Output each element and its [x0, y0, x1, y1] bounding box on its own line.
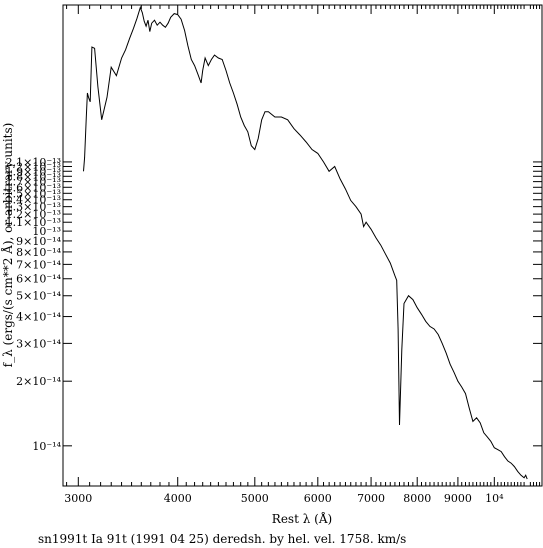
y-tick-label: 3×10⁻¹⁴ — [16, 337, 61, 350]
x-axis-title: Rest λ (Å) — [272, 511, 332, 526]
y-tick-label: 1.6×10⁻¹³ — [6, 181, 61, 194]
y-tick-label: 5×10⁻¹⁴ — [16, 290, 61, 303]
y-tick-label: 1.7×10⁻¹³ — [6, 176, 61, 189]
plot-frame — [62, 4, 543, 487]
spectrum-line — [83, 5, 528, 480]
y-tick-label: 1.8×10⁻¹³ — [6, 170, 61, 183]
plot-caption: sn1991t Ia 91t (1991 04 25) deredsh. by … — [38, 532, 406, 546]
y-tick-label: 1.3×10⁻¹³ — [6, 201, 61, 214]
y-tick-label: 2×10⁻¹³ — [16, 160, 61, 173]
x-tick-label: 4000 — [164, 492, 192, 505]
y-tick-label: 1.1×10⁻¹³ — [6, 216, 61, 229]
y-tick-label: 10⁻¹³ — [32, 225, 61, 238]
y-tick-label: 2×10⁻¹⁴ — [16, 375, 61, 388]
x-tick-label: 6000 — [304, 492, 332, 505]
y-tick-label: 1.5×10⁻¹³ — [6, 187, 61, 200]
y-tick-label: 9×10⁻¹⁴ — [16, 235, 61, 248]
y-axis-title: f_λ (ergs/(s cm**2 Å), or arbitrary unit… — [0, 123, 15, 368]
x-tick-label: 7000 — [357, 492, 385, 505]
y-tick-label: 1.4×10⁻¹³ — [6, 194, 61, 207]
y-tick-label: 2.1×10⁻¹³ — [6, 156, 61, 169]
x-tick-label: 9000 — [444, 492, 472, 505]
y-tick-label: 10⁻¹⁴ — [32, 440, 61, 453]
y-tick-label: 1.2×10⁻¹³ — [6, 208, 61, 221]
x-tick-label: 10⁴ — [485, 492, 504, 505]
y-axis-tick-labels: 10⁻¹⁴ 2×10⁻¹⁴ 3×10⁻¹⁴ 4×10⁻¹⁴ 5×10⁻¹⁴ 6×10⁻¹⁴… — [6, 156, 62, 453]
x-axis-tick-labels: 3000 4000 5000 6000 7000 8000 9000 10⁴ — [64, 492, 504, 505]
x-tick-label: 5000 — [241, 492, 269, 505]
y-axis-ticks — [63, 161, 542, 447]
y-tick-label: 6×10⁻¹⁴ — [16, 273, 61, 286]
x-tick-label: 3000 — [64, 492, 92, 505]
y-tick-label: 7×10⁻¹⁴ — [16, 258, 61, 271]
x-tick-label: 8000 — [403, 492, 431, 505]
y-tick-label: 8×10⁻¹⁴ — [16, 246, 61, 259]
y-tick-label: 1.9×10⁻¹³ — [6, 165, 61, 178]
y-tick-label: 4×10⁻¹⁴ — [16, 311, 61, 324]
x-axis-ticks — [66, 5, 541, 486]
